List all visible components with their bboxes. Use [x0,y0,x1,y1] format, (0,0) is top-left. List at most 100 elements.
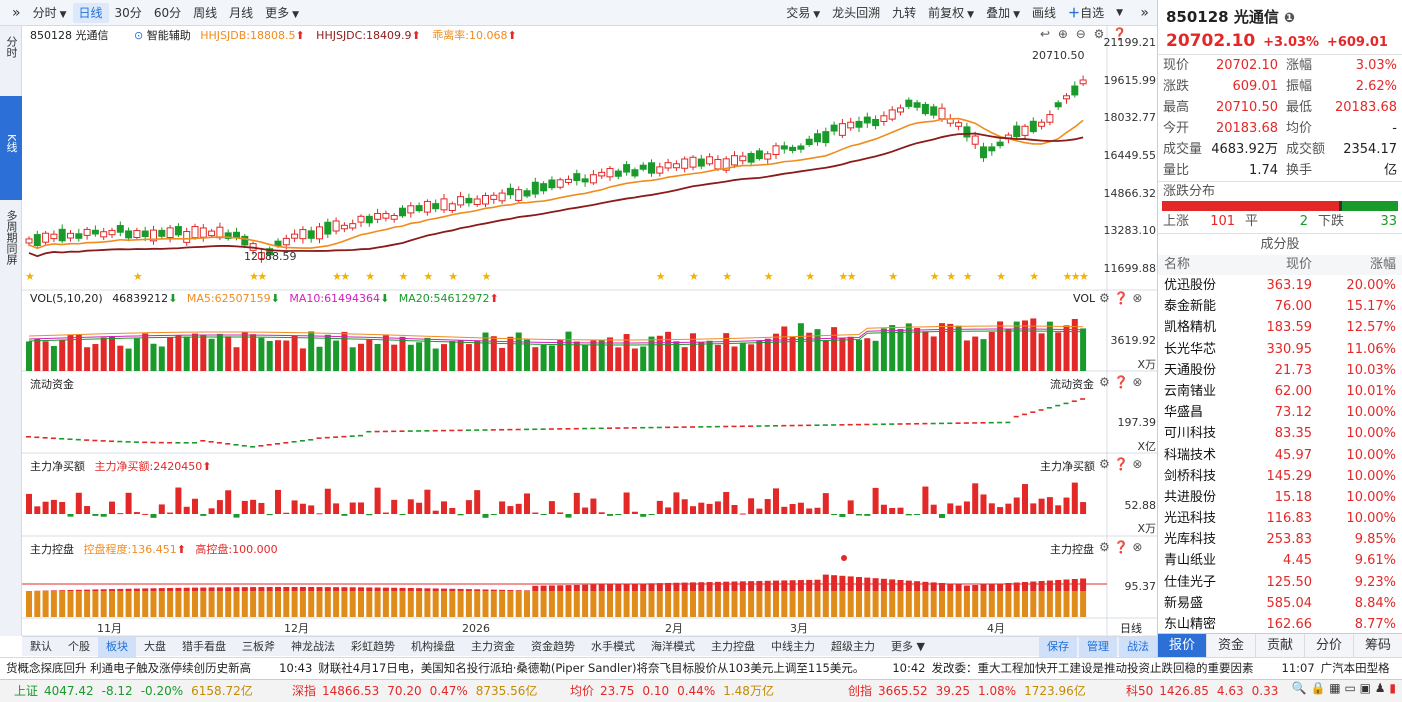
constituent-row[interactable]: 云南锗业 62.00 10.01% [1158,381,1402,402]
help-icon[interactable]: ❓ [1113,291,1129,305]
indicator-tab[interactable]: 板块 [98,636,136,657]
expand-right-icon[interactable]: » [1140,5,1149,21]
constituent-row[interactable]: 泰金新能 76.00 15.17% [1158,296,1402,317]
constituent-row[interactable]: 可川科技 83.35 10.00% [1158,423,1402,444]
constituent-row[interactable]: 科瑞技术 45.97 10.00% [1158,445,1402,466]
index-item[interactable]: 科50 1426.85 4.63 0.33 [1126,684,1279,698]
view-minute[interactable]: 分时 [5,36,18,58]
indicator-tab[interactable]: 中线主力 [771,639,815,653]
indicator-tab[interactable]: 资金趋势 [531,639,575,653]
add-watchlist-button[interactable]: ＋自选 [1068,6,1105,20]
constituent-row[interactable]: 共进股份 15.18 10.00% [1158,487,1402,508]
indicator-tab[interactable]: 个股 [68,639,90,653]
tab-daily[interactable]: 日线 [72,2,109,23]
trade-button[interactable]: 交易 ▼ [786,6,821,20]
overlay-button[interactable]: 叠加 ▼ [986,6,1021,20]
assist-icon[interactable]: ⊙ [134,29,144,42]
view-kline[interactable]: K线 [0,96,22,200]
zoom-in-icon[interactable]: ⊕ [1057,27,1068,41]
help-icon[interactable]: ❓ [1113,375,1129,389]
zoom-out-icon[interactable]: ⊖ [1075,27,1086,41]
person-icon[interactable]: ♟ [1374,681,1386,695]
right-tab[interactable]: 报价 [1158,634,1207,657]
tab-minute[interactable]: 分时 ▼ [32,5,67,20]
bottom-action-button[interactable]: 管理 [1079,637,1117,657]
index-item[interactable]: 上证 4047.42 -8.12 -0.20% 6158.72亿 [14,684,253,698]
help-icon[interactable]: ❓ [1113,457,1129,471]
back-icon[interactable]: ↩ [1040,27,1051,41]
right-tab[interactable]: 贡献 [1256,634,1305,657]
news-item[interactable]: 10:42 发改委：重大工程加快开工建设是推动投资止跌回稳的重要因素 [892,661,1254,675]
constituent-row[interactable]: 凯格精机 183.59 12.57% [1158,317,1402,338]
indicator-tab[interactable]: 超级主力 [831,639,875,653]
help-icon[interactable]: ❓ [1112,27,1128,41]
constituent-row[interactable]: 优迅股份 363.19 20.00% [1158,275,1402,296]
settings-icon[interactable]: ⚙ [1099,375,1110,389]
indicator-tab[interactable]: 彩虹趋势 [351,639,395,653]
index-item[interactable]: 创指 3665.52 39.25 1.08% 1723.96亿 [848,684,1086,698]
indicator-tab[interactable]: 神龙战法 [291,639,335,653]
constituent-row[interactable]: 仕佳光子 125.50 9.23% [1158,572,1402,593]
grid-icon[interactable]: ▦ [1329,681,1341,695]
info-icon[interactable]: ❶ [1284,11,1296,26]
constituent-row[interactable]: 东山精密 162.66 8.77% [1158,614,1402,635]
indicator-tab[interactable]: 大盘 [144,639,166,653]
indicator-tab[interactable]: 水手模式 [591,639,635,653]
tab-30min[interactable]: 30分 [114,5,142,20]
constituent-row[interactable]: 光迅科技 116.83 10.00% [1158,508,1402,529]
constituent-row[interactable]: 青山纸业 4.45 9.61% [1158,550,1402,571]
tab-monthly[interactable]: 月线 [229,5,254,20]
constituent-row[interactable]: 新易盛 585.04 8.84% [1158,593,1402,614]
index-item[interactable]: 深指 14866.53 70.20 0.47% 8735.56亿 [292,684,538,698]
close-icon[interactable]: ⊗ [1132,291,1143,305]
settings-icon[interactable]: ⚙ [1099,540,1110,554]
tab-weekly[interactable]: 周线 [193,5,218,20]
constituent-row[interactable]: 剑桥科技 145.29 10.00% [1158,466,1402,487]
bottom-action-button[interactable]: 保存 [1039,637,1077,657]
right-tab[interactable]: 分价 [1305,634,1354,657]
settings-icon[interactable]: ⚙ [1099,291,1110,305]
watchlist-dropdown-icon[interactable]: ▼ [1116,8,1123,18]
indicator-tab[interactable]: 机构操盘 [411,639,455,653]
monitor-icon[interactable]: ▣ [1359,681,1371,695]
indicator-tab[interactable]: 主力控盘 [711,639,755,653]
tab-60min[interactable]: 60分 [153,5,182,20]
constituent-row[interactable]: 光库科技 253.83 9.85% [1158,529,1402,550]
indicator-tab[interactable]: 猎手看盘 [182,639,226,653]
draw-button[interactable]: 画线 [1032,6,1057,20]
index-item[interactable]: 均价 23.75 0.10 0.44% 1.48万亿 [570,684,774,698]
right-tab[interactable]: 筹码 [1354,634,1402,657]
indicator-tab[interactable]: 主力资金 [471,639,515,653]
chart-icon[interactable]: ▭ [1344,681,1356,695]
assist-label[interactable]: 智能辅助 [146,29,191,42]
news-ticker[interactable]: 货概念探底回升 利通电子触及涨停续创历史新高 10:43 财联社4月17日电，美国知… [0,657,1402,679]
news-item[interactable]: 11:07 广汽本田型格 [1281,661,1390,675]
adjust-button[interactable]: 前复权 ▼ [928,6,975,20]
indicator-tab[interactable]: 默认 [30,639,52,653]
bottom-action-button[interactable]: 战法 [1119,637,1157,657]
news-item[interactable]: 货概念探底回升 利通电子触及涨停续创历史新高 [6,661,252,675]
close-icon[interactable]: ⊗ [1132,375,1143,389]
settings-icon[interactable]: ⚙ [1099,457,1110,471]
news-item[interactable]: 10:43 财联社4月17日电，美国知名投行派珀·桑德勒(Piper Sandle… [279,661,865,675]
nine-turn-button[interactable]: 九转 [892,6,917,20]
constituent-row[interactable]: 长光华芯 330.95 11.06% [1158,339,1402,360]
indicator-tab[interactable]: 海洋模式 [651,639,695,653]
constituent-row[interactable]: 华盛昌 73.12 10.00% [1158,402,1402,423]
collapse-icon[interactable]: » [12,4,21,21]
indicator-tab[interactable]: 更多 ▼ [891,639,925,653]
tab-more[interactable]: 更多 ▼ [265,5,300,20]
constituent-row[interactable]: 天通股份 21.73 10.03% [1158,360,1402,381]
close-icon[interactable]: ⊗ [1132,540,1143,554]
view-multi-period[interactable]: 多周期同屏 [5,210,18,265]
indicator-tab[interactable]: 三板斧 [242,639,275,653]
right-tab[interactable]: 资金 [1207,634,1256,657]
search-icon[interactable]: 🔍 [1291,681,1307,695]
settings-icon[interactable]: ⚙ [1093,27,1105,41]
help-icon[interactable]: ❓ [1113,540,1129,554]
close-icon[interactable]: ⊗ [1132,457,1143,471]
leader-backtrack-button[interactable]: 龙头回溯 [832,6,881,20]
lock-icon[interactable]: 🔒 [1310,681,1326,695]
bars-icon[interactable]: ▮ [1389,681,1396,695]
